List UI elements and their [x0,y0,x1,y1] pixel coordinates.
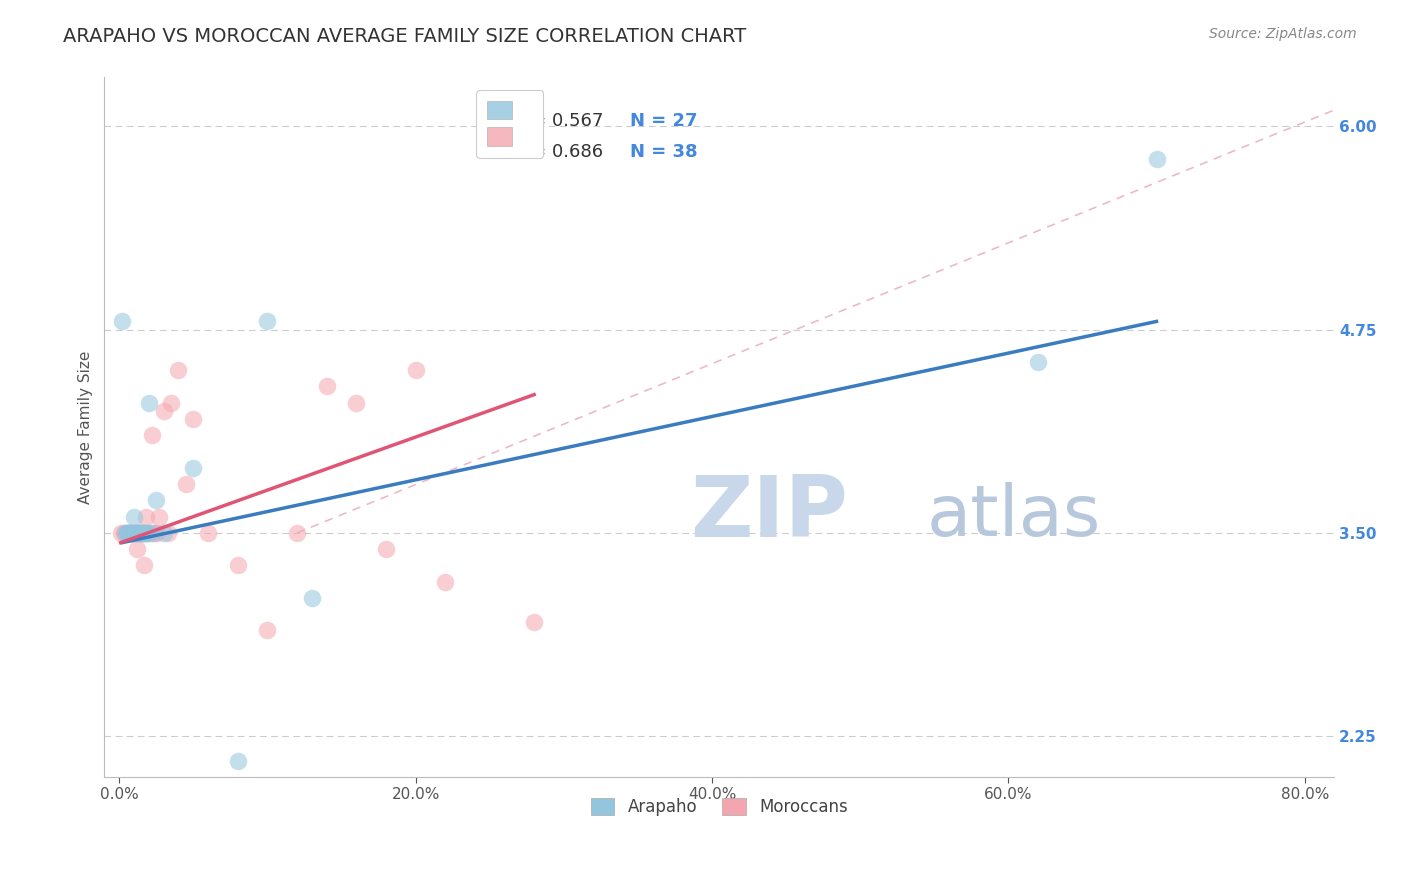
Point [141,428,163,442]
Point [136,525,159,540]
Point [136,525,159,540]
Point [122,525,145,540]
Point [134,525,156,540]
Point [124,525,146,540]
Point [121,525,143,540]
Point [132,525,155,540]
Point [197,525,219,540]
Text: Source: ZipAtlas.com: Source: ZipAtlas.com [1209,27,1357,41]
Point [124,525,146,540]
Text: N = 27: N = 27 [630,112,697,130]
Point [160,396,183,410]
Text: N = 38: N = 38 [630,144,697,161]
Text: R = 0.686: R = 0.686 [513,144,603,161]
Point [344,396,367,410]
Point [135,509,157,524]
Legend: Arapaho, Moroccans: Arapaho, Moroccans [582,789,856,824]
Point [117,525,139,540]
Point [127,525,149,540]
Point [125,525,148,540]
Point [112,525,135,540]
Point [256,314,278,328]
Point [152,525,174,540]
Point [167,363,190,377]
Text: ZIP: ZIP [690,472,848,555]
Point [143,525,166,540]
Point [301,591,323,605]
Point [129,525,152,540]
Point [523,615,546,630]
Point [115,525,138,540]
Point [141,525,163,540]
Point [315,379,337,393]
Point [127,525,149,540]
Point [131,525,153,540]
Point [135,525,157,540]
Text: atlas: atlas [927,482,1101,551]
Y-axis label: Average Family Size: Average Family Size [79,351,93,504]
Point [157,525,180,540]
Point [145,525,167,540]
Point [1026,355,1049,369]
Point [121,525,143,540]
Point [226,558,249,573]
Point [405,363,427,377]
Point [148,509,170,524]
Point [120,525,142,540]
Point [122,509,145,524]
Point [138,525,160,540]
Point [125,542,148,557]
Point [118,525,141,540]
Text: ARAPAHO VS MOROCCAN AVERAGE FAMILY SIZE CORRELATION CHART: ARAPAHO VS MOROCCAN AVERAGE FAMILY SIZE … [63,27,747,45]
Point [111,314,134,328]
Point [285,525,308,540]
Point [138,396,160,410]
Point [110,525,132,540]
Point [145,493,167,508]
Point [115,525,138,540]
Point [434,574,457,589]
Point [129,525,152,540]
Point [152,404,174,418]
Point [174,477,197,491]
Point [374,542,396,557]
Point [114,525,136,540]
Point [1146,152,1168,166]
Text: R = 0.567: R = 0.567 [513,112,603,130]
Point [226,754,249,768]
Point [117,525,139,540]
Point [118,525,141,540]
Point [131,525,153,540]
Point [181,412,204,426]
Point [256,624,278,638]
Point [120,525,142,540]
Point [134,558,156,573]
Point [181,460,204,475]
Point [132,525,155,540]
